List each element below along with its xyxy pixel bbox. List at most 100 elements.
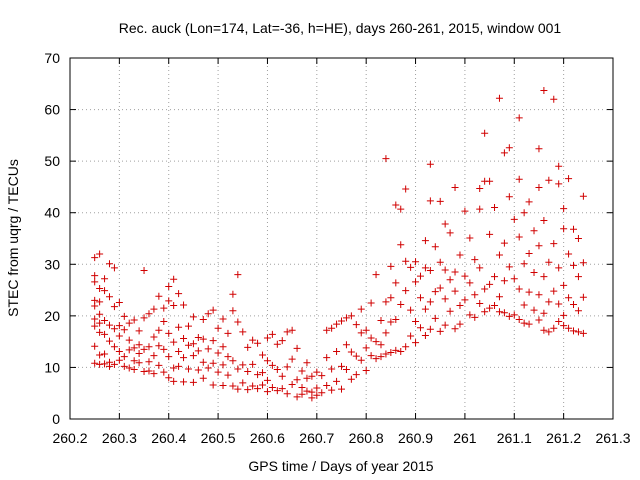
data-point [110, 303, 118, 311]
y-tick-label: 20 [44, 308, 60, 324]
data-point [416, 272, 424, 280]
data-point [288, 355, 296, 363]
data-point [540, 216, 548, 224]
data-point [407, 263, 415, 271]
data-point [505, 263, 513, 271]
data-point [436, 284, 444, 292]
data-point [362, 367, 370, 375]
data-point [184, 341, 192, 349]
data-point [377, 341, 385, 349]
data-point [263, 334, 271, 342]
data-point [150, 305, 158, 313]
data-point [199, 358, 207, 366]
data-point [441, 266, 449, 274]
data-point [505, 144, 513, 152]
data-point [382, 298, 390, 306]
data-point [486, 230, 494, 238]
data-point [570, 225, 578, 233]
data-point [510, 215, 518, 223]
data-point [259, 381, 267, 389]
data-point [105, 321, 113, 329]
data-point [96, 298, 104, 306]
data-point [184, 365, 192, 373]
data-point [283, 328, 291, 336]
data-point [535, 183, 543, 191]
data-point [555, 318, 563, 326]
data-point [352, 352, 360, 360]
data-point [451, 268, 459, 276]
data-point [367, 352, 375, 360]
data-point [239, 328, 247, 336]
data-point [130, 344, 138, 352]
data-point [416, 324, 424, 332]
data-point [209, 359, 217, 367]
data-point [540, 326, 548, 334]
data-point [115, 332, 123, 340]
data-point [130, 365, 138, 373]
y-axis-title: STEC from uqrg / TECUs [5, 159, 21, 317]
data-point [574, 235, 582, 242]
chart-title: Rec. auck (Lon=174, Lat=-36, h=HE), days… [119, 20, 562, 36]
data-point [91, 302, 99, 310]
data-point [101, 287, 109, 295]
data-point [372, 355, 380, 363]
data-point [574, 328, 582, 336]
data-point [579, 259, 587, 267]
data-point [125, 364, 133, 372]
x-axis-title: GPS time / Days of year 2015 [248, 458, 433, 474]
data-point [579, 293, 587, 301]
data-point [412, 339, 420, 347]
data-point [160, 304, 168, 312]
data-point [180, 335, 188, 343]
data-point [263, 357, 271, 365]
data-point [377, 316, 385, 324]
data-point [500, 149, 508, 157]
data-point [347, 312, 355, 320]
data-point [273, 387, 281, 395]
data-point [110, 360, 118, 368]
data-point [214, 349, 222, 357]
data-point [545, 298, 553, 306]
data-point [194, 334, 202, 342]
data-point [387, 348, 395, 356]
data-point [530, 269, 538, 277]
data-point [357, 305, 365, 313]
data-point [540, 86, 548, 94]
data-point [520, 319, 528, 327]
data-point [560, 281, 568, 289]
data-point [298, 384, 306, 392]
data-point [515, 315, 523, 323]
data-point [323, 354, 331, 362]
data-point [461, 272, 469, 280]
x-tick-label: 260.3 [102, 430, 137, 446]
data-point [204, 364, 212, 372]
data-point [318, 372, 326, 380]
data-point [382, 155, 390, 163]
data-point [189, 313, 197, 321]
data-point [362, 326, 370, 334]
data-point [155, 342, 163, 350]
data-point [224, 353, 232, 361]
data-point [441, 321, 449, 329]
data-point [91, 315, 99, 323]
data-point [461, 207, 469, 215]
data-point [535, 242, 543, 250]
data-point [540, 273, 548, 281]
data-point [461, 296, 469, 304]
x-tick-label: 261 [453, 430, 477, 446]
data-point [194, 347, 202, 355]
data-point [249, 336, 257, 344]
data-point [101, 316, 109, 324]
data-point [436, 327, 444, 335]
data-point [338, 362, 345, 370]
data-point [392, 315, 400, 323]
data-point [367, 299, 375, 307]
data-point [520, 260, 528, 268]
data-point [209, 306, 217, 314]
data-point [397, 301, 405, 309]
data-point [194, 366, 202, 374]
data-point [219, 361, 227, 369]
data-point [481, 129, 489, 137]
data-point [565, 175, 573, 183]
data-point [140, 314, 148, 322]
